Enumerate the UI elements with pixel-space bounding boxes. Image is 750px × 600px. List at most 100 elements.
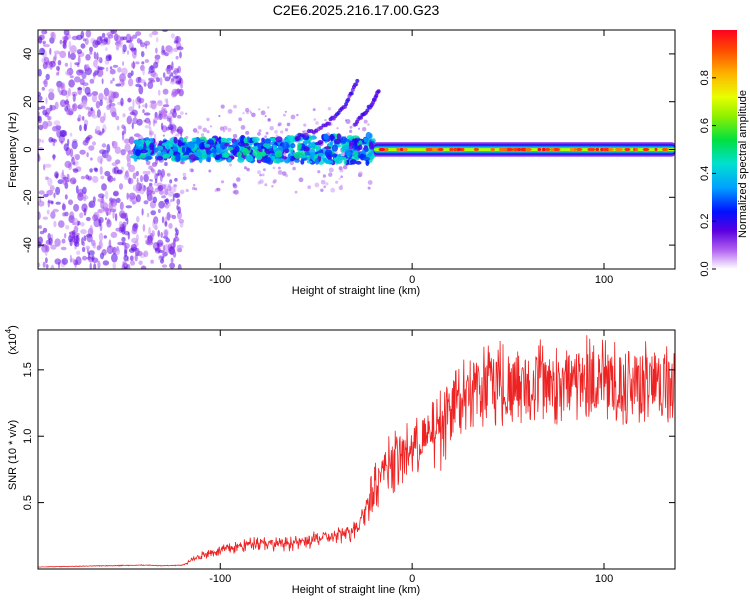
noise-speck	[114, 213, 118, 222]
snr-xlabel: Height of straight line (km)	[292, 584, 420, 596]
haze-speck	[258, 108, 261, 111]
noise-speck	[81, 71, 87, 80]
noise-speck	[89, 51, 93, 55]
haze-speck	[145, 160, 151, 166]
band-blob	[191, 137, 197, 142]
noise-speck	[74, 62, 80, 66]
noise-speck	[138, 260, 143, 266]
noise-speck	[130, 244, 137, 251]
noise-speck	[114, 247, 121, 255]
noise-speck	[101, 143, 107, 148]
noise-speck	[144, 40, 151, 46]
carrier-peak	[569, 147, 574, 152]
noise-speck	[164, 98, 168, 103]
haze-speck	[278, 166, 281, 170]
noise-speck	[147, 81, 154, 89]
y-tick-label: 20	[22, 96, 34, 108]
noise-speck	[38, 142, 41, 147]
noise-speck	[98, 216, 104, 224]
noise-speck	[132, 117, 138, 125]
haze-speck	[222, 125, 228, 131]
haze-speck	[232, 133, 238, 139]
noise-speck	[143, 250, 149, 258]
haze-speck	[322, 174, 327, 178]
noise-speck	[69, 148, 74, 158]
noise-speck	[85, 245, 91, 250]
noise-speck	[177, 65, 182, 74]
noise-speck	[135, 76, 141, 84]
noise-speck	[180, 84, 184, 89]
noise-speck	[98, 71, 104, 76]
haze-speck	[171, 128, 177, 133]
haze-speck	[339, 168, 344, 173]
colorbar-gradient	[712, 30, 737, 269]
carrier-peak	[449, 147, 454, 152]
branch-blob	[365, 108, 370, 113]
band-blob	[253, 142, 258, 147]
noise-speck	[139, 42, 146, 48]
noise-speck	[38, 138, 42, 143]
noise-speck	[38, 262, 41, 268]
noise-speck	[100, 202, 106, 207]
haze-speck	[233, 104, 237, 109]
noise-speck	[82, 186, 87, 194]
noise-speck	[150, 210, 156, 216]
haze-speck	[273, 179, 277, 183]
noise-speck	[66, 110, 74, 116]
noise-speck	[117, 67, 122, 73]
band-blob	[306, 156, 310, 161]
haze-speck	[298, 177, 304, 183]
noise-speck	[88, 145, 95, 151]
noise-speck	[69, 45, 77, 54]
carrier-peak	[525, 147, 532, 152]
noise-speck	[53, 50, 61, 55]
haze-speck	[349, 129, 353, 133]
noise-speck	[92, 242, 97, 249]
noise-speck	[122, 113, 126, 118]
haze-speck	[357, 127, 361, 130]
noise-speck	[54, 171, 59, 179]
haze-speck	[216, 187, 221, 192]
noise-speck	[84, 86, 91, 95]
band-blob	[275, 157, 281, 164]
noise-speck	[169, 262, 176, 269]
haze-speck	[358, 171, 363, 177]
haze-speck	[202, 127, 207, 133]
haze-speck	[180, 111, 184, 115]
noise-speck	[115, 227, 122, 232]
band-blob	[261, 137, 265, 143]
band-blob	[232, 149, 237, 156]
haze-speck	[220, 104, 225, 109]
noise-speck	[140, 51, 145, 58]
noise-speck	[56, 72, 60, 76]
noise-speck	[158, 250, 164, 253]
noise-speck	[91, 114, 98, 119]
noise-speck	[126, 192, 129, 200]
carrier-peak	[399, 147, 404, 152]
band-blob	[175, 153, 181, 162]
band-blob	[169, 148, 174, 156]
noise-speck	[118, 183, 124, 190]
noise-speck	[77, 87, 83, 91]
noise-speck	[38, 106, 42, 111]
haze-speck	[330, 187, 336, 193]
noise-speck	[38, 95, 43, 102]
noise-speck	[162, 30, 168, 33]
carrier-peak	[542, 147, 546, 152]
branch-blob	[346, 97, 351, 102]
noise-speck	[82, 38, 87, 42]
band-blob	[177, 148, 181, 152]
haze-speck	[280, 130, 284, 134]
noise-speck	[108, 201, 114, 211]
noise-speck	[146, 193, 153, 202]
noise-speck	[68, 235, 73, 243]
noise-speck	[128, 106, 135, 112]
noise-speck	[48, 91, 55, 101]
noise-speck	[135, 31, 142, 36]
band-blob	[293, 151, 302, 159]
noise-speck	[46, 189, 54, 196]
haze-speck	[320, 179, 326, 185]
noise-speck	[69, 75, 74, 79]
noise-speck	[160, 232, 163, 238]
band-blob	[237, 157, 245, 163]
